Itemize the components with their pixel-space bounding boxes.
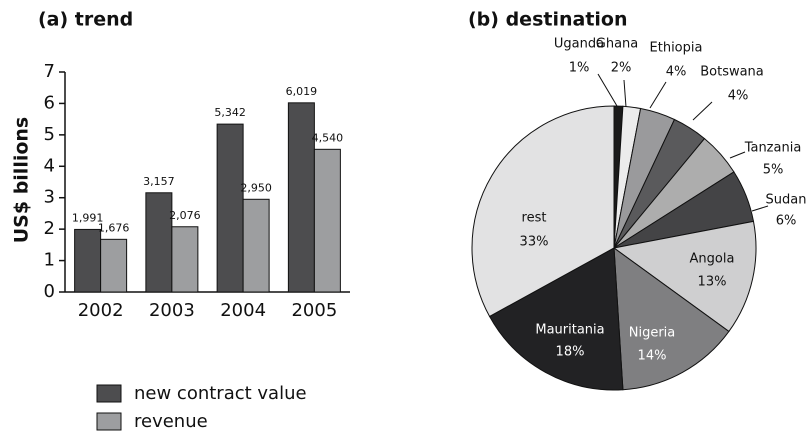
slice-value-label: 5% [763, 163, 784, 178]
bar [100, 238, 128, 293]
chart-title: (a) trend [38, 9, 133, 31]
y-tick-label: 2 [44, 218, 55, 239]
pie-slice [471, 105, 615, 318]
pie-slice [612, 220, 757, 333]
data-label: 6,019 [286, 85, 318, 98]
slice-label: Nigeria [629, 326, 676, 341]
slice-value-label: 13% [698, 275, 727, 290]
y-tick-label: 0 [44, 281, 55, 302]
slice-value-label: 2% [611, 61, 632, 76]
leader-line [649, 81, 667, 109]
slice-value-label: 33% [520, 235, 549, 250]
x-tick-label: 2003 [149, 300, 195, 321]
bar [313, 148, 341, 293]
slice-label: Angola [690, 252, 735, 267]
data-label: 1,676 [98, 221, 130, 234]
data-label: 3,157 [143, 175, 175, 188]
data-label: 5,342 [214, 106, 246, 119]
slice-value-label: 4% [728, 89, 749, 104]
bar [171, 226, 199, 293]
leader-line [623, 79, 627, 108]
leader-line [597, 73, 618, 107]
slice-label: Ghana [596, 37, 639, 52]
bar [216, 123, 244, 293]
y-tick-label: 3 [44, 187, 55, 208]
slice-label: Ethiopia [650, 41, 703, 56]
pie-slice [613, 246, 730, 391]
y-axis-label: US$ billions [11, 117, 33, 244]
y-tick-label: 5 [44, 124, 55, 145]
x-tick-label: 2005 [291, 300, 337, 321]
y-tick-label: 6 [44, 92, 55, 113]
slice-value-label: 6% [776, 214, 797, 229]
legend-label: new contract value [134, 383, 307, 404]
x-tick-label: 2002 [78, 300, 124, 321]
leader-line [692, 101, 713, 121]
y-tick-label: 7 [44, 61, 55, 82]
slice-label: rest [522, 211, 547, 226]
bar [242, 198, 270, 293]
legend-swatch [96, 412, 122, 431]
slice-value-label: 1% [569, 61, 590, 76]
slice-value-label: 14% [638, 349, 667, 364]
data-label: 1,991 [72, 211, 104, 224]
y-tick-label: 4 [44, 155, 55, 176]
leader-line [751, 205, 769, 212]
slice-label: Mauritania [535, 323, 604, 338]
data-label: 4,540 [312, 131, 344, 144]
data-label: 2,076 [169, 209, 201, 222]
bar [145, 192, 173, 293]
data-label: 2,950 [240, 181, 272, 194]
slice-value-label: 18% [556, 345, 585, 360]
slice-label: Botswana [700, 65, 764, 80]
slice-value-label: 4% [666, 65, 687, 80]
slice-label: Tanzania [744, 141, 802, 156]
legend-label: revenue [134, 411, 208, 432]
legend-swatch [96, 384, 122, 403]
y-tick-label: 1 [44, 250, 55, 271]
bar [74, 228, 102, 293]
slice-label: Sudan [766, 193, 807, 208]
slice-label: Uganda [554, 37, 604, 52]
chart-title: (b) destination [468, 9, 628, 31]
pie-slice [488, 247, 624, 391]
bar [287, 102, 315, 293]
leader-line [729, 151, 746, 159]
x-tick-label: 2004 [220, 300, 266, 321]
